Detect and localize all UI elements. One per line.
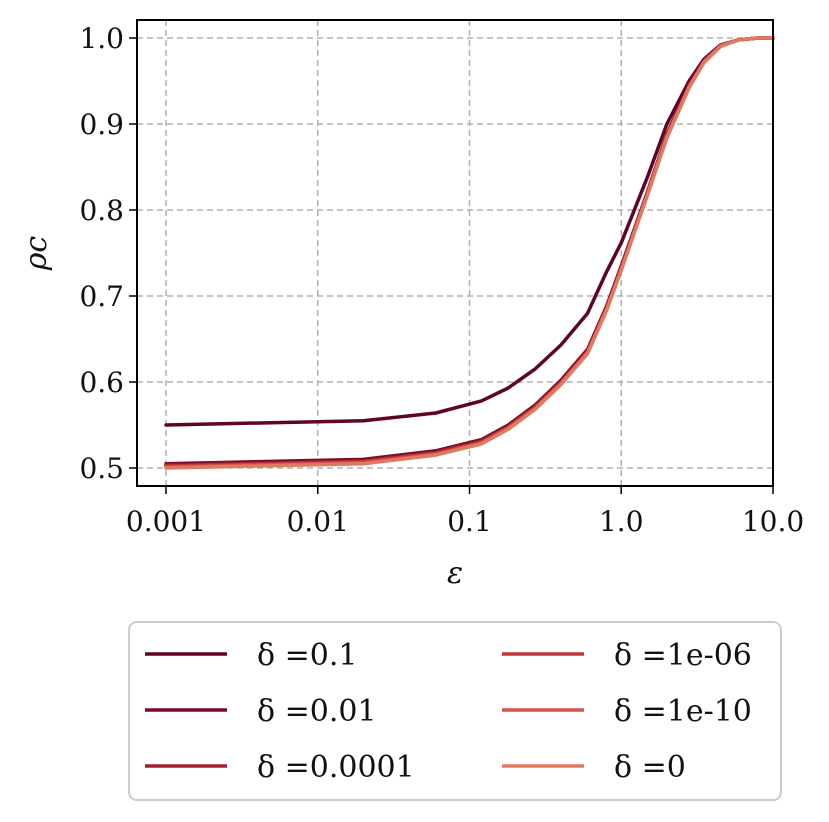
x-tick-label: 0.01: [287, 505, 349, 538]
x-tick-label: 0.001: [126, 505, 206, 538]
y-axis-label: ρc: [19, 236, 54, 272]
y-tick-label: 0.7: [79, 280, 124, 313]
x-tick-label: 10.0: [742, 505, 804, 538]
legend-label: δ =1e-10: [614, 694, 752, 729]
x-tick-label: 1.0: [599, 505, 644, 538]
x-tick-label: 0.1: [447, 505, 492, 538]
x-axis-ticks: 0.001 0.01 0.1 1.0 10.0: [126, 486, 804, 538]
legend-label: δ =1e-06: [614, 638, 752, 673]
y-tick-label: 0.8: [79, 194, 124, 227]
plot-frame: [136, 19, 774, 487]
legend-frame: [128, 621, 782, 801]
legend-label: δ =0.0001: [257, 750, 415, 785]
legend-items: δ =0.1 δ =0.01 δ =0.0001 δ =1e-06 δ =1e-10 δ …: [145, 638, 752, 785]
series-lines: [164, 36, 775, 470]
y-axis-ticks: 0.5 0.6 0.7 0.8 0.9 1.0: [79, 22, 137, 485]
y-tick-label: 0.6: [79, 366, 124, 399]
y-tick-label: 1.0: [79, 22, 124, 55]
legend-label: δ =0.01: [257, 694, 377, 729]
legend-label: δ =0.1: [257, 638, 357, 673]
y-tick-label: 0.9: [79, 108, 124, 141]
legend-label: δ =0: [614, 750, 686, 785]
series-line: [164, 36, 775, 470]
legend: δ =0.1 δ =0.01 δ =0.0001 δ =1e-06 δ =1e-10 δ …: [128, 621, 782, 801]
y-tick-label: 0.5: [79, 452, 124, 485]
x-axis-label: ε: [447, 556, 463, 591]
grid: [137, 20, 774, 486]
